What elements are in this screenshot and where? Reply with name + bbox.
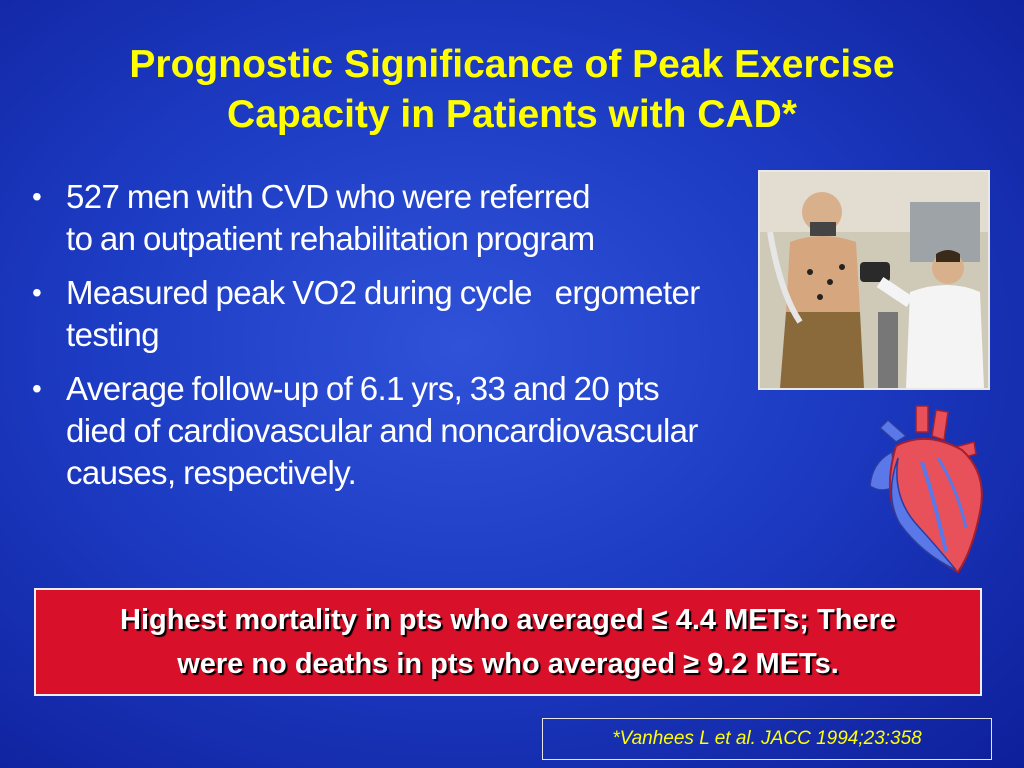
bullet-item-3: • Average follow-up of 6.1 yrs, 33 and 2… (28, 368, 828, 494)
bullet-2-line-1: Measured peak VO2 during cycle ergometer (66, 274, 700, 311)
heart-illustration (869, 405, 983, 574)
citation-text: *Vanhees L et al. JACC 1994;23:358 (612, 728, 922, 749)
citation-box: *Vanhees L et al. JACC 1994;23:358 (542, 718, 992, 760)
bullet-item-2: • Measured peak VO2 during cycle ergomet… (28, 272, 828, 356)
bullet-icon: • (32, 277, 42, 308)
bullet-1-line-2: to an outpatient rehabilitation program (66, 220, 595, 257)
bullet-2-line-2: testing (66, 316, 160, 353)
exercise-test-illustration (760, 172, 988, 388)
bullet-1-line-1: 527 men with CVD who were referred (66, 178, 590, 215)
bullet-item-1: • 527 men with CVD who were referred to … (28, 176, 828, 260)
bullet-icon: • (32, 373, 42, 404)
slide-title: Prognostic Significance of Peak Exercise… (20, 40, 1004, 140)
title-line-1: Prognostic Significance of Peak Exercise (129, 43, 895, 86)
bullet-3-line-1: Average follow-up of 6.1 yrs, 33 and 20 … (66, 370, 660, 407)
callout-line-1: Highest mortality in pts who averaged ≤ … (120, 604, 896, 636)
bullet-3-line-2: died of cardiovascular and noncardiovasc… (66, 412, 698, 449)
exercise-test-photo (758, 170, 990, 390)
bullet-3-line-3: causes, respectively. (66, 454, 357, 491)
key-finding-callout: Highest mortality in pts who averaged ≤ … (34, 588, 982, 696)
bullet-icon: • (32, 181, 42, 212)
callout-text: Highest mortality in pts who averaged ≤ … (58, 598, 958, 686)
title-line-2: Capacity in Patients with CAD* (227, 93, 797, 136)
callout-line-2: were no deaths in pts who averaged ≥ 9.2… (177, 648, 839, 680)
bullet-list: • 527 men with CVD who were referred to … (28, 176, 828, 506)
